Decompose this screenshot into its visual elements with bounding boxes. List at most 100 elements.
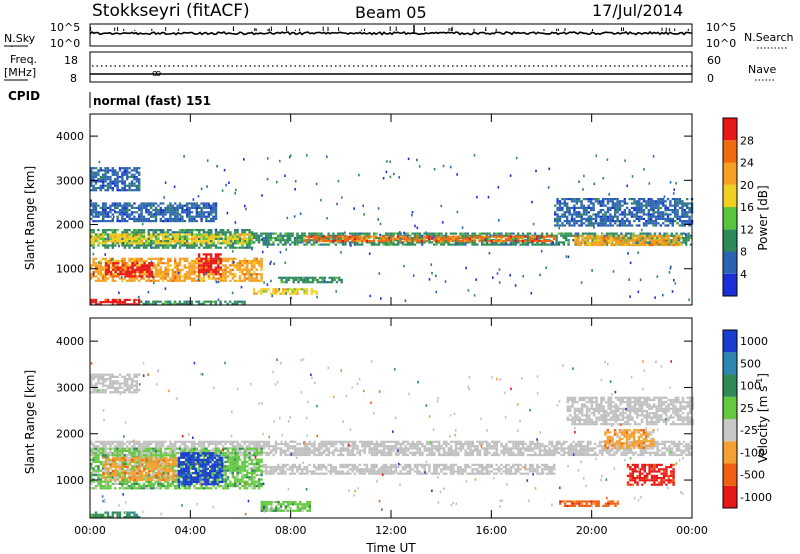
scatter-cell bbox=[289, 292, 292, 295]
scatter-cell bbox=[246, 259, 249, 263]
scatter-cell bbox=[654, 217, 658, 220]
scatter-cell bbox=[195, 235, 198, 238]
scatter-cell bbox=[404, 237, 407, 240]
scatter-cell bbox=[207, 273, 210, 276]
scatter-cell bbox=[109, 204, 112, 207]
scatter-cell bbox=[416, 451, 419, 454]
scatter-cell bbox=[128, 217, 131, 220]
scatter-cell bbox=[210, 229, 213, 232]
scatter-cell bbox=[138, 275, 142, 278]
scatter-cell bbox=[519, 236, 522, 240]
scatter-cell bbox=[111, 301, 114, 304]
scatter-cell bbox=[217, 266, 220, 269]
scatter-cell bbox=[200, 244, 203, 247]
scatter-cell bbox=[147, 277, 150, 280]
scatter-cell bbox=[157, 447, 160, 450]
scatter-cell bbox=[123, 268, 126, 271]
scatter-cell bbox=[154, 300, 157, 303]
scatter-cell bbox=[114, 298, 117, 301]
scatter-cell bbox=[404, 240, 407, 243]
scatter-cell bbox=[678, 224, 682, 227]
scatter-cell bbox=[166, 300, 169, 303]
scatter-cell bbox=[590, 200, 593, 203]
scatter-cell bbox=[310, 445, 314, 448]
scatter-cell bbox=[653, 239, 656, 242]
scatter-cell bbox=[178, 206, 182, 209]
scatter-cell bbox=[114, 184, 117, 187]
scatter-cell bbox=[406, 243, 409, 246]
scatter-cell bbox=[94, 180, 98, 183]
scatter-cell bbox=[495, 240, 498, 243]
scatter-cell bbox=[638, 198, 641, 201]
scatter-cell bbox=[138, 273, 142, 276]
scatter-cell bbox=[121, 180, 124, 183]
scatter-cell bbox=[138, 279, 141, 282]
scatter-cell bbox=[118, 303, 122, 306]
scatter-cell bbox=[135, 180, 138, 183]
scatter-cell bbox=[282, 442, 285, 446]
scatter-cell bbox=[623, 215, 626, 218]
scatter-cell bbox=[416, 240, 419, 243]
scatter-cell bbox=[356, 232, 359, 235]
scatter-cell bbox=[640, 209, 643, 212]
noise-cell bbox=[104, 253, 106, 256]
scatter-cell bbox=[212, 204, 215, 207]
scatter-cell bbox=[197, 270, 201, 274]
scatter-cell bbox=[495, 243, 498, 246]
scatter-cell bbox=[138, 229, 141, 232]
scatter-cell bbox=[190, 279, 194, 282]
scatter-cell bbox=[190, 302, 193, 305]
scatter-cell bbox=[207, 440, 210, 443]
scatter-cell bbox=[599, 204, 602, 207]
scatter-cell bbox=[109, 235, 112, 238]
scatter-cell bbox=[197, 255, 201, 258]
scatter-cell bbox=[150, 270, 154, 274]
noise-cell bbox=[435, 290, 438, 294]
noise-cell bbox=[225, 183, 227, 187]
scatter-cell bbox=[267, 451, 270, 454]
scatter-cell bbox=[174, 257, 177, 260]
scatter-cell bbox=[117, 275, 120, 278]
scatter-cell bbox=[387, 440, 390, 443]
scatter-cell bbox=[337, 241, 340, 244]
scatter-cell bbox=[260, 279, 263, 282]
scatter-cell bbox=[588, 241, 591, 244]
scatter-cell bbox=[200, 220, 203, 223]
scatter-cell bbox=[200, 233, 203, 236]
noise-cell bbox=[318, 237, 320, 241]
scatter-cell bbox=[648, 239, 651, 242]
power-scatter-band bbox=[554, 198, 694, 227]
scatter-cell bbox=[647, 217, 650, 220]
scatter-cell bbox=[138, 235, 141, 238]
scatter-cell bbox=[246, 440, 249, 443]
scatter-cell bbox=[521, 241, 525, 244]
scatter-cell bbox=[217, 235, 220, 238]
scatter-cell bbox=[382, 235, 385, 238]
scatter-cell bbox=[406, 449, 410, 452]
scatter-cell bbox=[205, 220, 208, 223]
scatter-cell bbox=[143, 268, 146, 271]
scatter-cell bbox=[205, 237, 208, 240]
scatter-cell bbox=[128, 268, 131, 271]
scatter-cell bbox=[219, 235, 222, 238]
scatter-cell bbox=[274, 236, 277, 240]
scatter-cell bbox=[654, 220, 658, 223]
scatter-cell bbox=[162, 213, 165, 216]
noise-cell bbox=[341, 196, 343, 199]
scatter-cell bbox=[674, 200, 677, 203]
scatter-cell bbox=[669, 217, 672, 220]
scatter-cell bbox=[406, 447, 410, 450]
scatter-cell bbox=[190, 445, 194, 448]
scatter-cell bbox=[387, 240, 390, 243]
noise-cell bbox=[595, 154, 598, 157]
scatter-cell bbox=[565, 236, 568, 240]
scatter-cell bbox=[645, 222, 648, 225]
noise-cell bbox=[411, 211, 414, 214]
scatter-cell bbox=[315, 235, 318, 238]
scatter-cell bbox=[574, 232, 577, 235]
scatter-cell bbox=[611, 198, 614, 201]
scatter-cell bbox=[212, 257, 215, 260]
scatter-cell bbox=[337, 449, 340, 452]
scatter-cell bbox=[217, 440, 220, 443]
scatter-cell bbox=[688, 222, 691, 225]
